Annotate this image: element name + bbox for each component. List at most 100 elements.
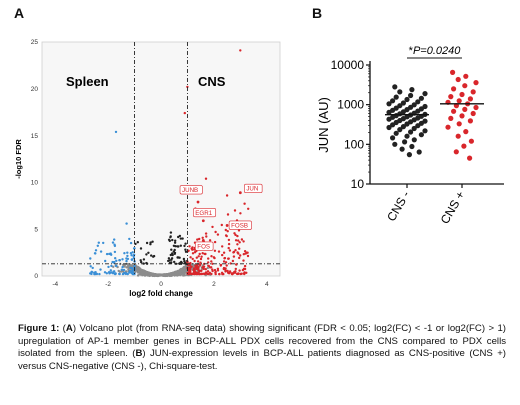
y-tick-label: 5 [34, 226, 38, 233]
spleen-up-point [131, 272, 134, 276]
cns-up-point [246, 254, 250, 258]
cns-positive-point [459, 91, 465, 98]
cns-up-point [222, 260, 226, 263]
cns-up-point [243, 264, 247, 268]
sig-small-fc-point [145, 253, 148, 256]
gene-point [225, 224, 229, 227]
cns-up-point [224, 261, 228, 264]
cns-negative-point [399, 146, 405, 152]
spleen-up-point [130, 266, 134, 270]
cns-positive-point [462, 106, 468, 112]
caption-a-ref: A [65, 323, 73, 334]
cns-up-point [187, 269, 191, 272]
cns-up-point [207, 261, 210, 264]
cns-up-point [199, 257, 203, 261]
spleen-up-point [133, 247, 136, 250]
spleen-up-point [122, 268, 126, 272]
cns-negative-point [415, 99, 421, 105]
sig-small-fc-point [147, 251, 150, 254]
cns-up-point [214, 230, 217, 234]
cns-positive-point [450, 69, 456, 75]
panel-a-letter: A [14, 5, 25, 21]
ns-point [181, 268, 184, 271]
cns-up-point [204, 272, 207, 275]
sig-small-fc-point [167, 257, 171, 260]
spleen-up-point [126, 251, 129, 254]
cns-up-point [198, 252, 201, 256]
spleen-up-point [125, 222, 128, 225]
spleen-up-point [110, 253, 113, 256]
cns-up-point [206, 270, 210, 273]
y-tick-label: 100 [344, 137, 364, 151]
spleen-up-point [113, 238, 116, 241]
ns-point [143, 273, 146, 276]
cns-up-point [208, 239, 212, 242]
cns-up-point [228, 249, 232, 252]
cns-up-point [238, 247, 241, 250]
cns-up-point [239, 212, 242, 215]
cns-up-point [225, 194, 229, 197]
cns-up-point [223, 257, 226, 260]
spleen-up-point [129, 252, 133, 255]
spleen-up-point [93, 272, 96, 276]
x-tick-label: -2 [105, 281, 111, 288]
spleen-up-point [90, 270, 93, 274]
cns-positive-point [470, 110, 476, 117]
cns-positive-point [448, 94, 454, 100]
gene-label: EGR1 [195, 210, 212, 217]
cns-up-point [238, 256, 241, 260]
sig-small-fc-point [184, 261, 187, 265]
sig-small-fc-point [184, 242, 187, 245]
cns-up-point [227, 238, 231, 242]
cns-positive-point [451, 108, 457, 114]
cns-up-point [231, 259, 235, 263]
spleen-up-point [95, 272, 99, 276]
spleen-up-point [103, 271, 107, 274]
spleen-up-point [102, 241, 105, 245]
spleen-up-point [130, 254, 133, 257]
cns-up-point [200, 269, 203, 272]
spleen-up-point [115, 264, 118, 267]
sig-small-fc-point [182, 257, 186, 261]
cns-up-point [226, 271, 230, 274]
cns-negative-point [411, 137, 417, 143]
spleen-up-point [105, 272, 109, 275]
cns-negative-point [390, 122, 396, 128]
spleen-up-point [105, 252, 109, 256]
x-tick-label: -4 [52, 281, 58, 288]
cns-up-point [224, 228, 227, 232]
cns-up-point [188, 272, 191, 276]
sig-small-fc-point [170, 257, 174, 260]
cns-positive-point [445, 124, 451, 130]
cns-up-point [212, 256, 216, 259]
cns-up-point [245, 251, 248, 254]
cns-negative-point [397, 89, 403, 95]
cns-up-point [233, 209, 237, 212]
spleen-up-point [113, 250, 117, 254]
spleen-up-point [108, 252, 111, 256]
x-tick-label: 4 [265, 281, 269, 288]
gene-point [196, 200, 200, 204]
cns-up-point [220, 271, 224, 274]
ns-point [152, 273, 156, 276]
cns-negative-point [404, 121, 410, 127]
cns-positive-point [456, 121, 462, 127]
cns-up-point [240, 238, 244, 241]
sig-small-fc-point [151, 240, 154, 243]
cns-positive-point [470, 89, 476, 95]
cns-up-point [216, 269, 220, 272]
spleen-up-point [131, 251, 134, 254]
cns-up-point [216, 233, 220, 236]
cns-up-point [199, 263, 202, 267]
spleen-up-point [107, 271, 111, 274]
cns-negative-point [402, 139, 408, 145]
sig-small-fc-point [173, 241, 177, 244]
ns-point [169, 272, 172, 275]
sig-small-fc-point [179, 237, 182, 240]
cns-up-point [197, 255, 200, 258]
spleen-up-point [104, 259, 107, 263]
cns-negative-point [404, 133, 410, 139]
cns-negative-point [392, 84, 398, 90]
sig-small-fc-point [152, 254, 156, 258]
cns-up-point [207, 272, 210, 276]
